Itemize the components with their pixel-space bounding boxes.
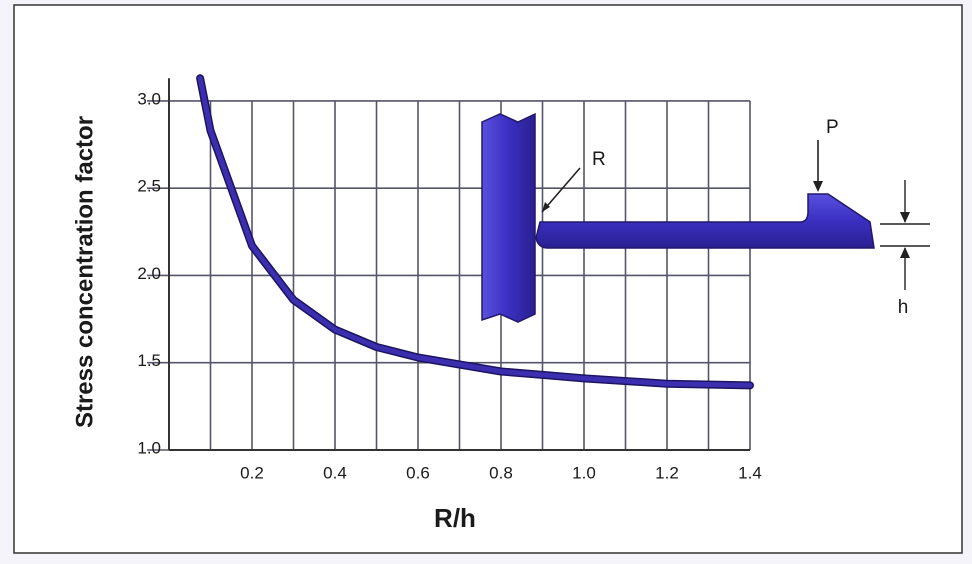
y-tick-label: 3.0 bbox=[137, 89, 161, 108]
arrow bbox=[900, 247, 910, 258]
plot: 0.2 0.4 0.6 0.8 1.0 1.2 1.4 1.0 1.5 2.0 2.5 3.0 bbox=[137, 74, 762, 482]
x-tick-label: 0.8 bbox=[489, 463, 513, 482]
column bbox=[481, 112, 536, 323]
x-axis-label: R/h bbox=[434, 503, 476, 533]
r-leader bbox=[541, 167, 581, 213]
arrow bbox=[542, 202, 550, 212]
y-tick-label: 2.0 bbox=[137, 264, 161, 283]
arrow bbox=[813, 181, 823, 192]
arrow bbox=[900, 212, 910, 223]
curve bbox=[197, 75, 753, 388]
y-tick-label: 1.0 bbox=[137, 438, 161, 457]
x-tick-label: 0.4 bbox=[323, 463, 347, 482]
x-tick-label: 0.2 bbox=[240, 463, 264, 482]
x-tick-label: 1.0 bbox=[572, 463, 596, 482]
x-tick-label: 1.4 bbox=[738, 463, 762, 482]
annotation: P bbox=[826, 117, 839, 138]
beam bbox=[535, 193, 875, 249]
x-tick-label: 0.6 bbox=[406, 463, 430, 482]
annotation: h bbox=[898, 297, 909, 318]
y-axis-label: Stress concentration factor bbox=[71, 116, 98, 428]
y-tick-label: 2.5 bbox=[137, 177, 161, 196]
beam-diagram: R P h bbox=[481, 112, 930, 323]
x-tick-label: 1.2 bbox=[655, 463, 679, 482]
annotation: R bbox=[592, 149, 606, 170]
y-tick-label: 1.5 bbox=[137, 351, 161, 370]
